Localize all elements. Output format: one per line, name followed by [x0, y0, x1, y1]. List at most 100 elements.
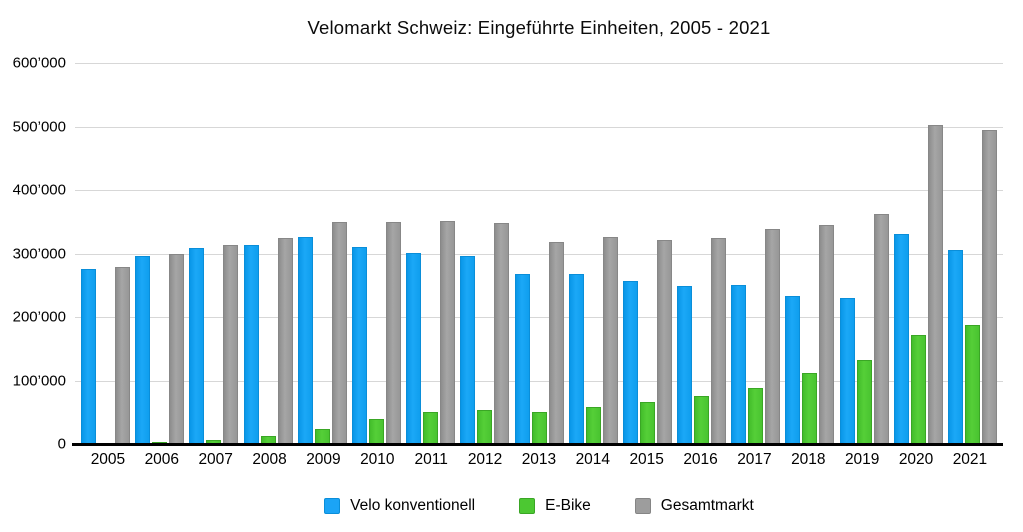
bar-2021-velo-konventionell — [948, 249, 963, 444]
bar-group-2015 — [622, 63, 672, 444]
legend-swatch-icon — [634, 498, 651, 514]
bar-group-2018 — [785, 63, 835, 444]
bar-2010-gesamtmarkt — [385, 221, 401, 444]
bar-2012-velo-konventionell — [460, 256, 476, 444]
bar-2011-velo-konventionell — [406, 252, 422, 444]
legend-swatch-icon — [324, 498, 341, 514]
bar-group-2020 — [893, 63, 943, 444]
bar-2015-velo-konventionell — [622, 281, 638, 444]
gridline-100000 — [75, 380, 1003, 382]
bar-group-2014 — [568, 63, 618, 444]
y-tick-label: 300’000 — [12, 245, 66, 262]
legend-item-velo-konventionell: Velo konventionell — [324, 497, 475, 515]
bar-2011-e-bike — [423, 412, 439, 444]
bar-2018-gesamtmarkt — [819, 224, 835, 444]
legend-label: E-Bike — [545, 497, 591, 514]
bar-2010-e-bike — [368, 419, 384, 444]
bars-container — [75, 63, 1003, 444]
x-tick-label-2014: 2014 — [575, 451, 611, 468]
bar-2020-gesamtmarkt — [927, 125, 943, 444]
gridline-400000 — [75, 190, 1003, 191]
bar-2014-velo-konventionell — [568, 273, 584, 444]
bar-2006-velo-konventionell — [135, 256, 151, 444]
y-tick-label: 0 — [57, 435, 66, 453]
y-tick-label: 400’000 — [12, 181, 66, 199]
x-tick-label-2015: 2015 — [629, 451, 664, 468]
x-tick-label-2012: 2012 — [467, 451, 503, 468]
x-tick-label-2010: 2010 — [360, 451, 395, 468]
x-axis-line — [72, 443, 1003, 446]
bar-2011-gesamtmarkt — [440, 221, 456, 444]
bar-2006-gesamtmarkt — [169, 253, 185, 444]
bar-2017-gesamtmarkt — [765, 229, 781, 444]
x-tick-label-2017: 2017 — [737, 451, 772, 468]
bar-2009-e-bike — [314, 428, 330, 444]
legend-label: Gesamtmarkt — [660, 497, 754, 514]
bar-2012-e-bike — [477, 410, 493, 444]
gridline-300000 — [75, 253, 1003, 255]
bar-2017-velo-konventionell — [731, 285, 747, 444]
bar-2015-gesamtmarkt — [656, 239, 672, 444]
gridline-600000 — [75, 63, 1003, 64]
x-tick-label-2021: 2021 — [952, 451, 988, 468]
bar-2014-e-bike — [585, 407, 601, 444]
legend-item-gesamtmarkt: Gesamtmarkt — [634, 497, 754, 515]
bar-2013-e-bike — [531, 412, 547, 444]
bar-2013-velo-konventionell — [514, 273, 530, 444]
y-tick-label: 200’000 — [12, 308, 66, 326]
x-tick-label-2018: 2018 — [791, 451, 826, 468]
bar-2019-e-bike — [856, 359, 872, 444]
x-tick-label-2007: 2007 — [198, 451, 233, 468]
x-tick-label-2016: 2016 — [683, 451, 718, 468]
bar-group-2021 — [948, 63, 997, 444]
bar-group-2008 — [243, 63, 293, 444]
bar-2013-gesamtmarkt — [548, 242, 564, 444]
bar-2007-e-bike — [206, 440, 222, 444]
bar-group-2010 — [351, 63, 401, 444]
bar-2005-velo-konventionell — [81, 269, 96, 444]
bar-2018-velo-konventionell — [785, 296, 801, 444]
bar-2007-velo-konventionell — [189, 248, 205, 444]
bar-group-2009 — [297, 63, 347, 444]
gridline-500000 — [75, 126, 1003, 128]
bar-2014-gesamtmarkt — [602, 237, 618, 444]
bar-group-2006 — [135, 63, 185, 444]
x-tick-label-2009: 2009 — [306, 451, 341, 468]
bar-2010-velo-konventionell — [351, 246, 367, 444]
bar-2020-velo-konventionell — [893, 234, 909, 444]
bar-2008-e-bike — [260, 436, 276, 444]
y-tick-label: 600’000 — [12, 54, 66, 72]
bar-group-2012 — [460, 63, 510, 444]
y-tick-label: 100’000 — [12, 372, 66, 389]
legend-swatch-icon — [519, 498, 536, 514]
plot-area — [75, 63, 1003, 444]
bar-group-2016 — [677, 63, 727, 444]
bar-2009-velo-konventionell — [297, 237, 313, 444]
bar-2012-gesamtmarkt — [494, 223, 510, 444]
x-tick-label-2011: 2011 — [414, 451, 448, 468]
chart-title: Velomarkt Schweiz: Eingeführte Einheiten… — [307, 17, 771, 38]
bar-2016-velo-konventionell — [677, 285, 693, 444]
legend-item-e-bike: E-Bike — [519, 497, 591, 515]
bar-2016-gesamtmarkt — [711, 238, 727, 444]
bar-group-2007 — [189, 63, 239, 444]
x-tick-label-2005: 2005 — [90, 451, 126, 468]
bar-group-2013 — [514, 63, 564, 444]
x-tick-label-2008: 2008 — [252, 451, 287, 468]
x-axis-labels: 2005 2006 2007 2008 2009 2010 2011 2012 2013 2014… — [75, 451, 1003, 469]
bar-2020-e-bike — [910, 335, 926, 444]
bar-2007-gesamtmarkt — [223, 244, 239, 444]
y-axis-labels: 0 100’000 200’000 300’000 400’000 500’000 600’… — [0, 55, 66, 453]
bar-2019-gesamtmarkt — [873, 213, 889, 444]
y-tick-label: 500’000 — [12, 118, 66, 135]
bar-2008-velo-konventionell — [243, 245, 259, 444]
bar-2021-gesamtmarkt — [982, 130, 997, 444]
x-tick-label-2020: 2020 — [898, 451, 934, 468]
bar-group-2017 — [731, 63, 781, 444]
gridline-200000 — [75, 317, 1003, 318]
bar-2018-e-bike — [802, 372, 818, 444]
bar-group-2005 — [81, 63, 130, 444]
bar-2021-e-bike — [965, 325, 980, 444]
legend-label: Velo konventionell — [350, 497, 476, 514]
